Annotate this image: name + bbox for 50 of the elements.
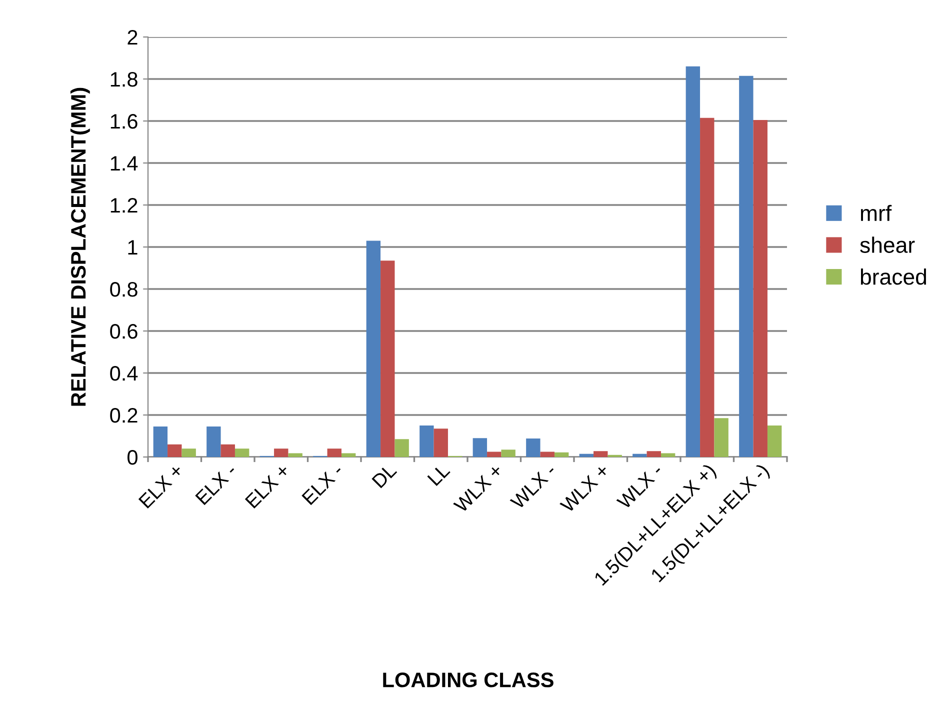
- y-tick-label: 2: [128, 30, 138, 45]
- y-tick-label: 1.2: [110, 198, 138, 213]
- bar: [234, 448, 250, 457]
- bar: [700, 118, 714, 457]
- bar: [686, 66, 700, 457]
- bar: [501, 450, 516, 457]
- bar: [739, 76, 754, 457]
- bar: [472, 438, 488, 457]
- y-tick-label: 1: [128, 240, 138, 255]
- bar: [274, 448, 288, 457]
- legend-label: mrf: [860, 204, 892, 221]
- y-tick-label: 1.8: [110, 72, 138, 87]
- bar: [341, 453, 356, 457]
- bar: [327, 448, 342, 457]
- legend-label: braced: [860, 268, 926, 285]
- bar: [632, 454, 647, 457]
- bar: [380, 260, 395, 457]
- bar: [288, 453, 302, 457]
- bar: [753, 120, 768, 457]
- bar: [206, 426, 221, 457]
- bar: [220, 444, 235, 457]
- x-tick-label: DL: [372, 462, 398, 488]
- bar: [767, 426, 782, 457]
- bar: [366, 240, 381, 457]
- y-tick-label: 0.2: [110, 408, 138, 423]
- bar: [168, 444, 182, 457]
- y-tick-label: 0: [128, 450, 138, 465]
- bar: [554, 452, 569, 457]
- y-tick-label: 1.6: [110, 114, 138, 129]
- bar: [646, 451, 661, 457]
- x-axis-title: LOADING CLASS: [383, 672, 554, 688]
- x-tick-label: LL: [427, 462, 450, 486]
- legend-label: shear: [860, 236, 915, 253]
- bar: [594, 451, 608, 457]
- y-tick-label: 0.6: [110, 324, 138, 339]
- bar: [420, 426, 434, 457]
- bar: [434, 428, 448, 457]
- y-tick-label: 0.8: [110, 282, 138, 297]
- bar: [579, 454, 594, 457]
- bar: [714, 418, 728, 457]
- bar: [153, 426, 168, 457]
- bar: [540, 452, 554, 457]
- y-tick-label: 1.4: [110, 156, 138, 171]
- bar: [487, 452, 502, 457]
- bar: [394, 439, 409, 457]
- bar: [660, 453, 676, 457]
- y-axis-title: RELATIVE DISPLACEMENT(MM): [70, 88, 90, 406]
- y-tick-label: 0.4: [110, 366, 138, 381]
- bar: [182, 448, 196, 457]
- bar: [526, 438, 540, 457]
